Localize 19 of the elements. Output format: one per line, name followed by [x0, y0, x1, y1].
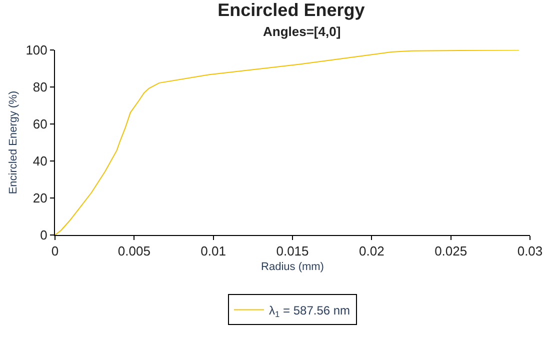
x-tick-label: 0.025 — [434, 244, 468, 259]
x-axis-title: Radius (mm) — [261, 260, 324, 273]
y-tick-label: 40 — [32, 154, 48, 169]
y-axis-title: Encircled Energy (%) — [7, 90, 20, 194]
chart-title: Encircled Energy — [218, 0, 365, 20]
x-tick-label: 0.005 — [118, 244, 150, 259]
x-tick-label: 0.02 — [359, 244, 384, 259]
y-tick-label: 100 — [26, 42, 48, 58]
x-tick-label: 0.03 — [517, 244, 543, 259]
x-tick-label: 0.01 — [200, 244, 226, 259]
chart-subtitle: Angles=[4,0] — [263, 24, 341, 39]
x-tick-label: 0.015 — [276, 244, 309, 259]
y-tick-label: 60 — [32, 116, 48, 132]
legend-label: λ$_{1}$ = 587.56 nm — [269, 303, 350, 319]
x-tick-label: 0 — [51, 244, 59, 259]
line-series — [55, 50, 520, 235]
y-tick-label: 0 — [40, 228, 48, 243]
y-tick-label: 20 — [32, 190, 48, 206]
y-tick-label: 80 — [32, 80, 48, 95]
